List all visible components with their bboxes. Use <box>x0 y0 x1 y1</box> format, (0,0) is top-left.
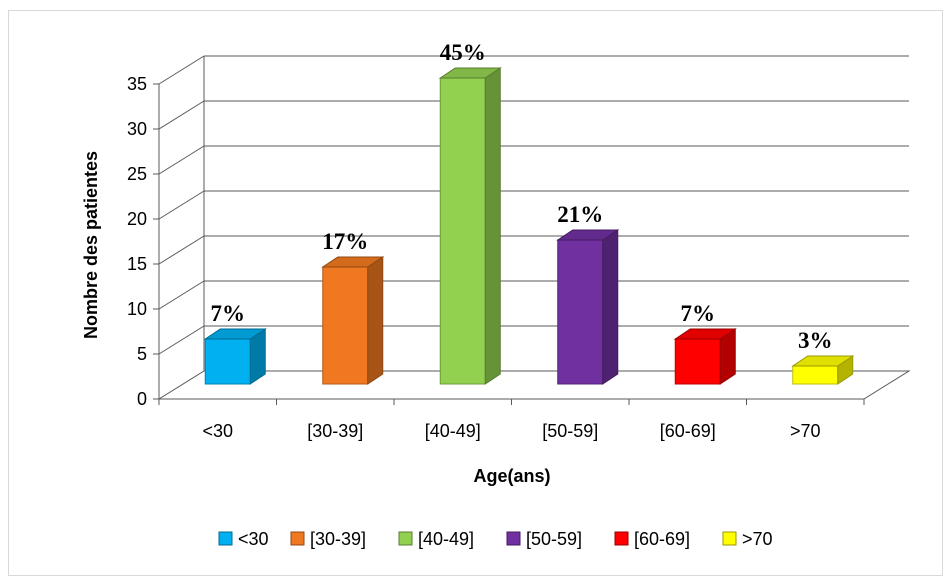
gridline-side <box>158 145 205 175</box>
chart-frame: 0 5 10 15 20 25 30 35 <30 [30-39] [40-49] [50-59] [6… <box>8 10 943 576</box>
bar-top <box>791 355 855 367</box>
legend-item: [50-59] <box>506 529 582 549</box>
bar-top <box>556 229 620 241</box>
bar-chart: 0 5 10 15 20 25 30 35 <30 [30-39] [40-49] [50-59] [6… <box>81 40 911 549</box>
y-tick-label: 0 <box>137 389 147 409</box>
y-tick-label: 15 <box>127 254 147 274</box>
bar-front <box>792 365 839 385</box>
gridline-side <box>158 325 205 355</box>
legend-label: [50-59] <box>526 529 582 549</box>
bar-side <box>484 67 501 385</box>
legend-swatch <box>506 531 521 546</box>
y-axis-title: Nombre des patientes <box>81 151 101 339</box>
legend: <30 [30-39] [40-49] [50-59] [60-69] >70 <box>218 529 773 549</box>
y-tick-label: 35 <box>127 74 147 94</box>
y-tick-label: 5 <box>137 344 147 364</box>
legend-item: [40-49] <box>398 529 474 549</box>
legend-label: [60-69] <box>634 529 690 549</box>
bar-front <box>322 266 369 385</box>
bar-side <box>367 256 384 385</box>
data-label: 21% <box>557 202 603 227</box>
data-label: 7% <box>681 301 716 326</box>
gridline-side <box>158 235 205 265</box>
x-tick-label: >70 <box>790 421 821 441</box>
bar-top <box>438 67 502 79</box>
x-tick-label: [30-39] <box>307 421 363 441</box>
bar-front <box>439 77 486 385</box>
bar <box>556 229 620 385</box>
bar-side <box>602 229 619 385</box>
legend-swatch <box>722 531 737 546</box>
x-tick-label: [50-59] <box>542 421 598 441</box>
legend-label: >70 <box>742 529 773 549</box>
bar-front <box>557 239 604 385</box>
gridline-side <box>158 100 205 130</box>
legend-swatch <box>290 531 305 546</box>
bar <box>438 67 502 385</box>
x-tick-label: [60-69] <box>660 421 716 441</box>
x-tick-label: <30 <box>202 421 233 441</box>
bar <box>673 328 737 385</box>
gridline-side <box>158 190 205 220</box>
legend-item: >70 <box>722 529 773 549</box>
legend-item: [30-39] <box>290 529 366 549</box>
bar <box>321 256 385 385</box>
bar-top <box>321 256 385 268</box>
legend-label: [30-39] <box>310 529 366 549</box>
bar-front <box>204 338 251 385</box>
axes: 0 5 10 15 20 25 30 35 <30 [30-39] [40-49] [50-59] [6… <box>127 74 865 441</box>
y-tick-label: 25 <box>127 164 147 184</box>
legend-swatch <box>398 531 413 546</box>
legend-label: [40-49] <box>418 529 474 549</box>
data-label: 45% <box>440 40 486 65</box>
data-label: 7% <box>211 301 246 326</box>
legend-label: <30 <box>238 529 269 549</box>
gridline-side <box>158 55 205 85</box>
data-label: 3% <box>798 328 833 353</box>
bar-front <box>674 338 721 385</box>
data-label: 17% <box>322 229 368 254</box>
bar <box>203 328 267 385</box>
bar-top <box>203 328 267 340</box>
gridlines <box>157 55 911 400</box>
y-tick-label: 20 <box>127 209 147 229</box>
bar-top <box>673 328 737 340</box>
legend-swatch <box>614 531 629 546</box>
data-labels: 7% 17% 45% 21% 7% 3% <box>211 40 833 353</box>
legend-item: [60-69] <box>614 529 690 549</box>
x-axis-title: Age(ans) <box>473 466 550 486</box>
bars <box>203 67 855 385</box>
legend-swatch <box>218 531 233 546</box>
legend-item: <30 <box>218 529 269 549</box>
y-tick-label: 30 <box>127 119 147 139</box>
x-tick-label: [40-49] <box>425 421 481 441</box>
bar <box>791 355 855 385</box>
gridline-side <box>158 280 205 310</box>
y-tick-label: 10 <box>127 299 147 319</box>
